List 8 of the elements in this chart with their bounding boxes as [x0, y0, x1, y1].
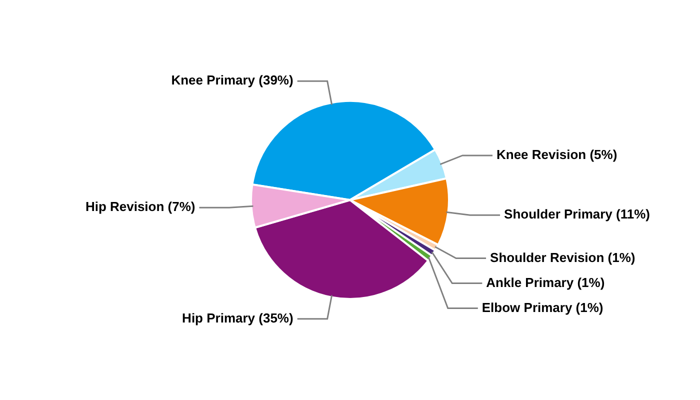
- slice-label: Shoulder Revision (1%): [490, 250, 636, 265]
- slice-label: Ankle Primary (1%): [486, 274, 605, 290]
- slice-label: Knee Primary (39%): [171, 72, 294, 88]
- slice-label: Elbow Primary (1%): [482, 300, 604, 315]
- slice-label: Knee Revision (5%): [496, 147, 618, 162]
- slice-label: Hip Revision (7%): [85, 199, 196, 214]
- slice-label: Hip Primary (35%): [182, 310, 294, 326]
- slice-label: Shoulder Primary (11%): [504, 206, 650, 222]
